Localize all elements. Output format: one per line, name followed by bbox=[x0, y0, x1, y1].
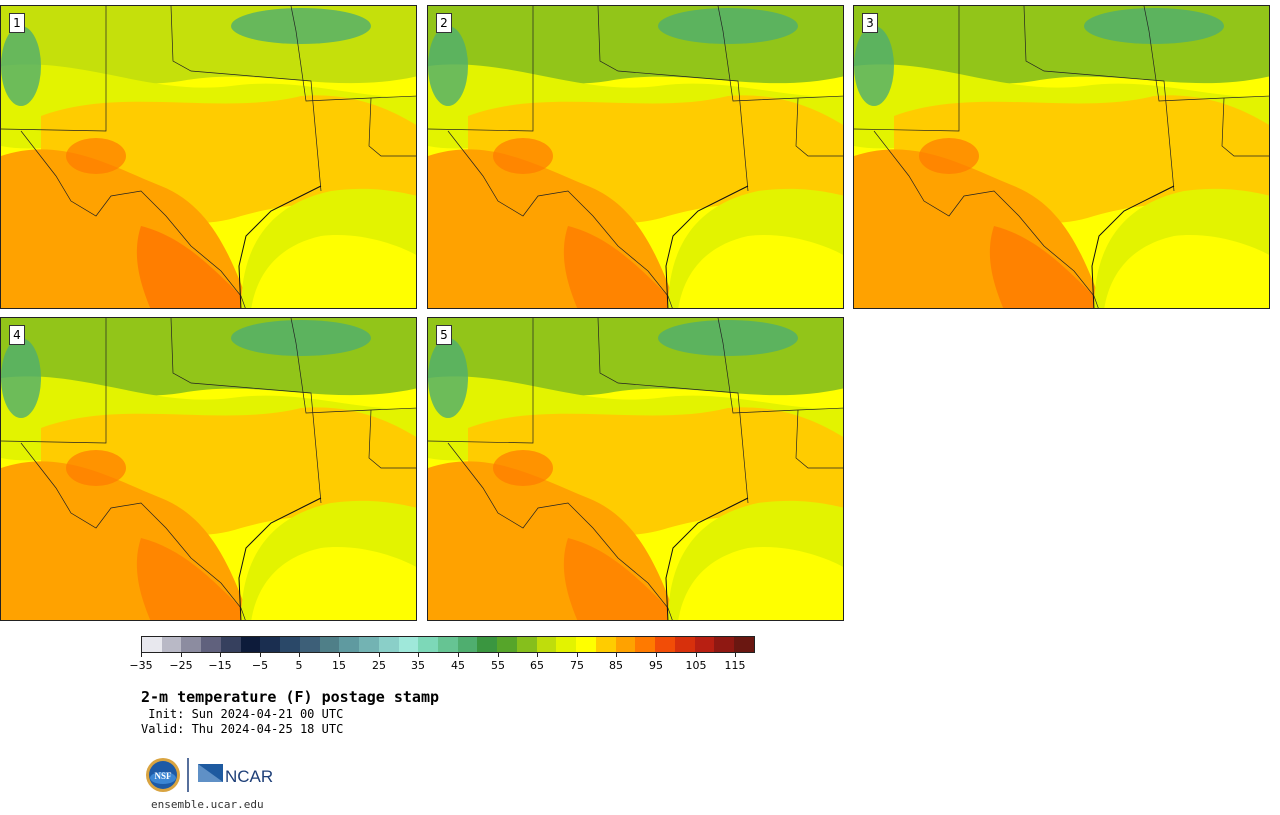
temperature-field-1 bbox=[1, 6, 416, 308]
colorbar-segment bbox=[734, 637, 754, 652]
colorbar-tick bbox=[537, 653, 538, 657]
colorbar-tick-label: 65 bbox=[530, 659, 544, 672]
colorbar-segment bbox=[497, 637, 517, 652]
colorbar-segment bbox=[299, 637, 320, 652]
colorbar-tick bbox=[339, 653, 340, 657]
chart-title: 2-m temperature (F) postage stamp bbox=[141, 688, 440, 706]
colorbar-tick-label: −5 bbox=[251, 659, 269, 672]
colorbar-tick bbox=[498, 653, 499, 657]
init-time: Init: Sun 2024-04-21 00 UTC bbox=[141, 707, 344, 721]
colorbar-tick-label: 75 bbox=[570, 659, 584, 672]
colorbar-tick bbox=[656, 653, 657, 657]
colorbar-tick-label: 35 bbox=[411, 659, 425, 672]
colorbar-segment bbox=[694, 637, 715, 652]
valid-time: Valid: Thu 2024-04-25 18 UTC bbox=[141, 722, 344, 736]
colorbar-segment bbox=[398, 637, 419, 652]
colorbar-tick-label: 85 bbox=[609, 659, 623, 672]
ensemble-member-map-5: 5 bbox=[427, 317, 844, 621]
colorbar-tick-label: 5 bbox=[295, 659, 303, 672]
colorbar-segment bbox=[359, 637, 379, 652]
ncar-logo-text: NCAR bbox=[225, 767, 273, 786]
colorbar-tick-label: 15 bbox=[332, 659, 346, 672]
logos: NSF NCAR bbox=[145, 756, 275, 794]
colorbar-tick-label: −15 bbox=[208, 659, 232, 672]
colorbar-tick bbox=[299, 653, 300, 657]
colorbar-segment bbox=[457, 637, 478, 652]
colorbar-tick-label: −35 bbox=[129, 659, 153, 672]
member-label-5: 5 bbox=[436, 325, 452, 345]
colorbar-tick bbox=[379, 653, 380, 657]
colorbar-segment bbox=[635, 637, 656, 652]
colorbar-segment bbox=[615, 637, 636, 652]
colorbar-segment bbox=[674, 637, 695, 652]
temperature-field-5 bbox=[428, 318, 843, 620]
colorbar-tick bbox=[181, 653, 182, 657]
colorbar-tick bbox=[696, 653, 697, 657]
colorbar-segment bbox=[655, 637, 675, 652]
nsf-logo-text: NSF bbox=[154, 771, 172, 781]
colorbar-tick-label: 45 bbox=[451, 659, 465, 672]
colorbar-segment bbox=[576, 637, 596, 652]
temperature-colorbar bbox=[141, 636, 755, 653]
colorbar-tick bbox=[260, 653, 261, 657]
colorbar-tick-label: 115 bbox=[724, 659, 746, 672]
colorbar-segment bbox=[339, 637, 360, 652]
colorbar-tick-label: 25 bbox=[372, 659, 386, 672]
colorbar-segment bbox=[201, 637, 221, 652]
temperature-field-4 bbox=[1, 318, 416, 620]
site-url: ensemble.ucar.edu bbox=[151, 798, 264, 811]
colorbar-segment bbox=[319, 637, 340, 652]
ensemble-member-map-1: 1 bbox=[0, 5, 417, 309]
colorbar-tick-label: 105 bbox=[685, 659, 707, 672]
ncar-logo: NCAR bbox=[198, 764, 273, 786]
colorbar-segment bbox=[181, 637, 202, 652]
colorbar-segment bbox=[260, 637, 281, 652]
colorbar-tick-label: 55 bbox=[491, 659, 505, 672]
colorbar-tick-label: −25 bbox=[169, 659, 193, 672]
temperature-field-2 bbox=[428, 6, 843, 308]
member-label-1: 1 bbox=[9, 13, 25, 33]
colorbar-segment bbox=[536, 637, 557, 652]
colorbar-segment bbox=[556, 637, 577, 652]
colorbar-tick bbox=[458, 653, 459, 657]
colorbar-segment bbox=[595, 637, 616, 652]
colorbar-tick bbox=[577, 653, 578, 657]
ensemble-member-map-2: 2 bbox=[427, 5, 844, 309]
colorbar-tick bbox=[418, 653, 419, 657]
colorbar-segment bbox=[418, 637, 439, 652]
colorbar-segment bbox=[280, 637, 300, 652]
colorbar-segment bbox=[378, 637, 399, 652]
colorbar-segment bbox=[220, 637, 241, 652]
ensemble-member-map-3: 3 bbox=[853, 5, 1270, 309]
colorbar-segment bbox=[142, 637, 162, 652]
colorbar-segment bbox=[477, 637, 498, 652]
colorbar-segment bbox=[240, 637, 261, 652]
colorbar-segment bbox=[161, 637, 182, 652]
colorbar-tick bbox=[735, 653, 736, 657]
member-label-4: 4 bbox=[9, 325, 25, 345]
colorbar-ticks: −35 −25 −15 −5 5 15 25 35 45 55 65 75 85 95 105 115 bbox=[129, 653, 755, 673]
colorbar-tick bbox=[141, 653, 142, 657]
member-label-2: 2 bbox=[436, 13, 452, 33]
colorbar-tick bbox=[616, 653, 617, 657]
colorbar-segment bbox=[516, 637, 537, 652]
colorbar-tick-label: 95 bbox=[649, 659, 663, 672]
nsf-logo: NSF bbox=[146, 758, 180, 792]
colorbar-tick bbox=[220, 653, 221, 657]
ensemble-member-map-4: 4 bbox=[0, 317, 417, 621]
temperature-field-3 bbox=[854, 6, 1269, 308]
colorbar-segment bbox=[714, 637, 735, 652]
colorbar-segment bbox=[438, 637, 458, 652]
member-label-3: 3 bbox=[862, 13, 878, 33]
